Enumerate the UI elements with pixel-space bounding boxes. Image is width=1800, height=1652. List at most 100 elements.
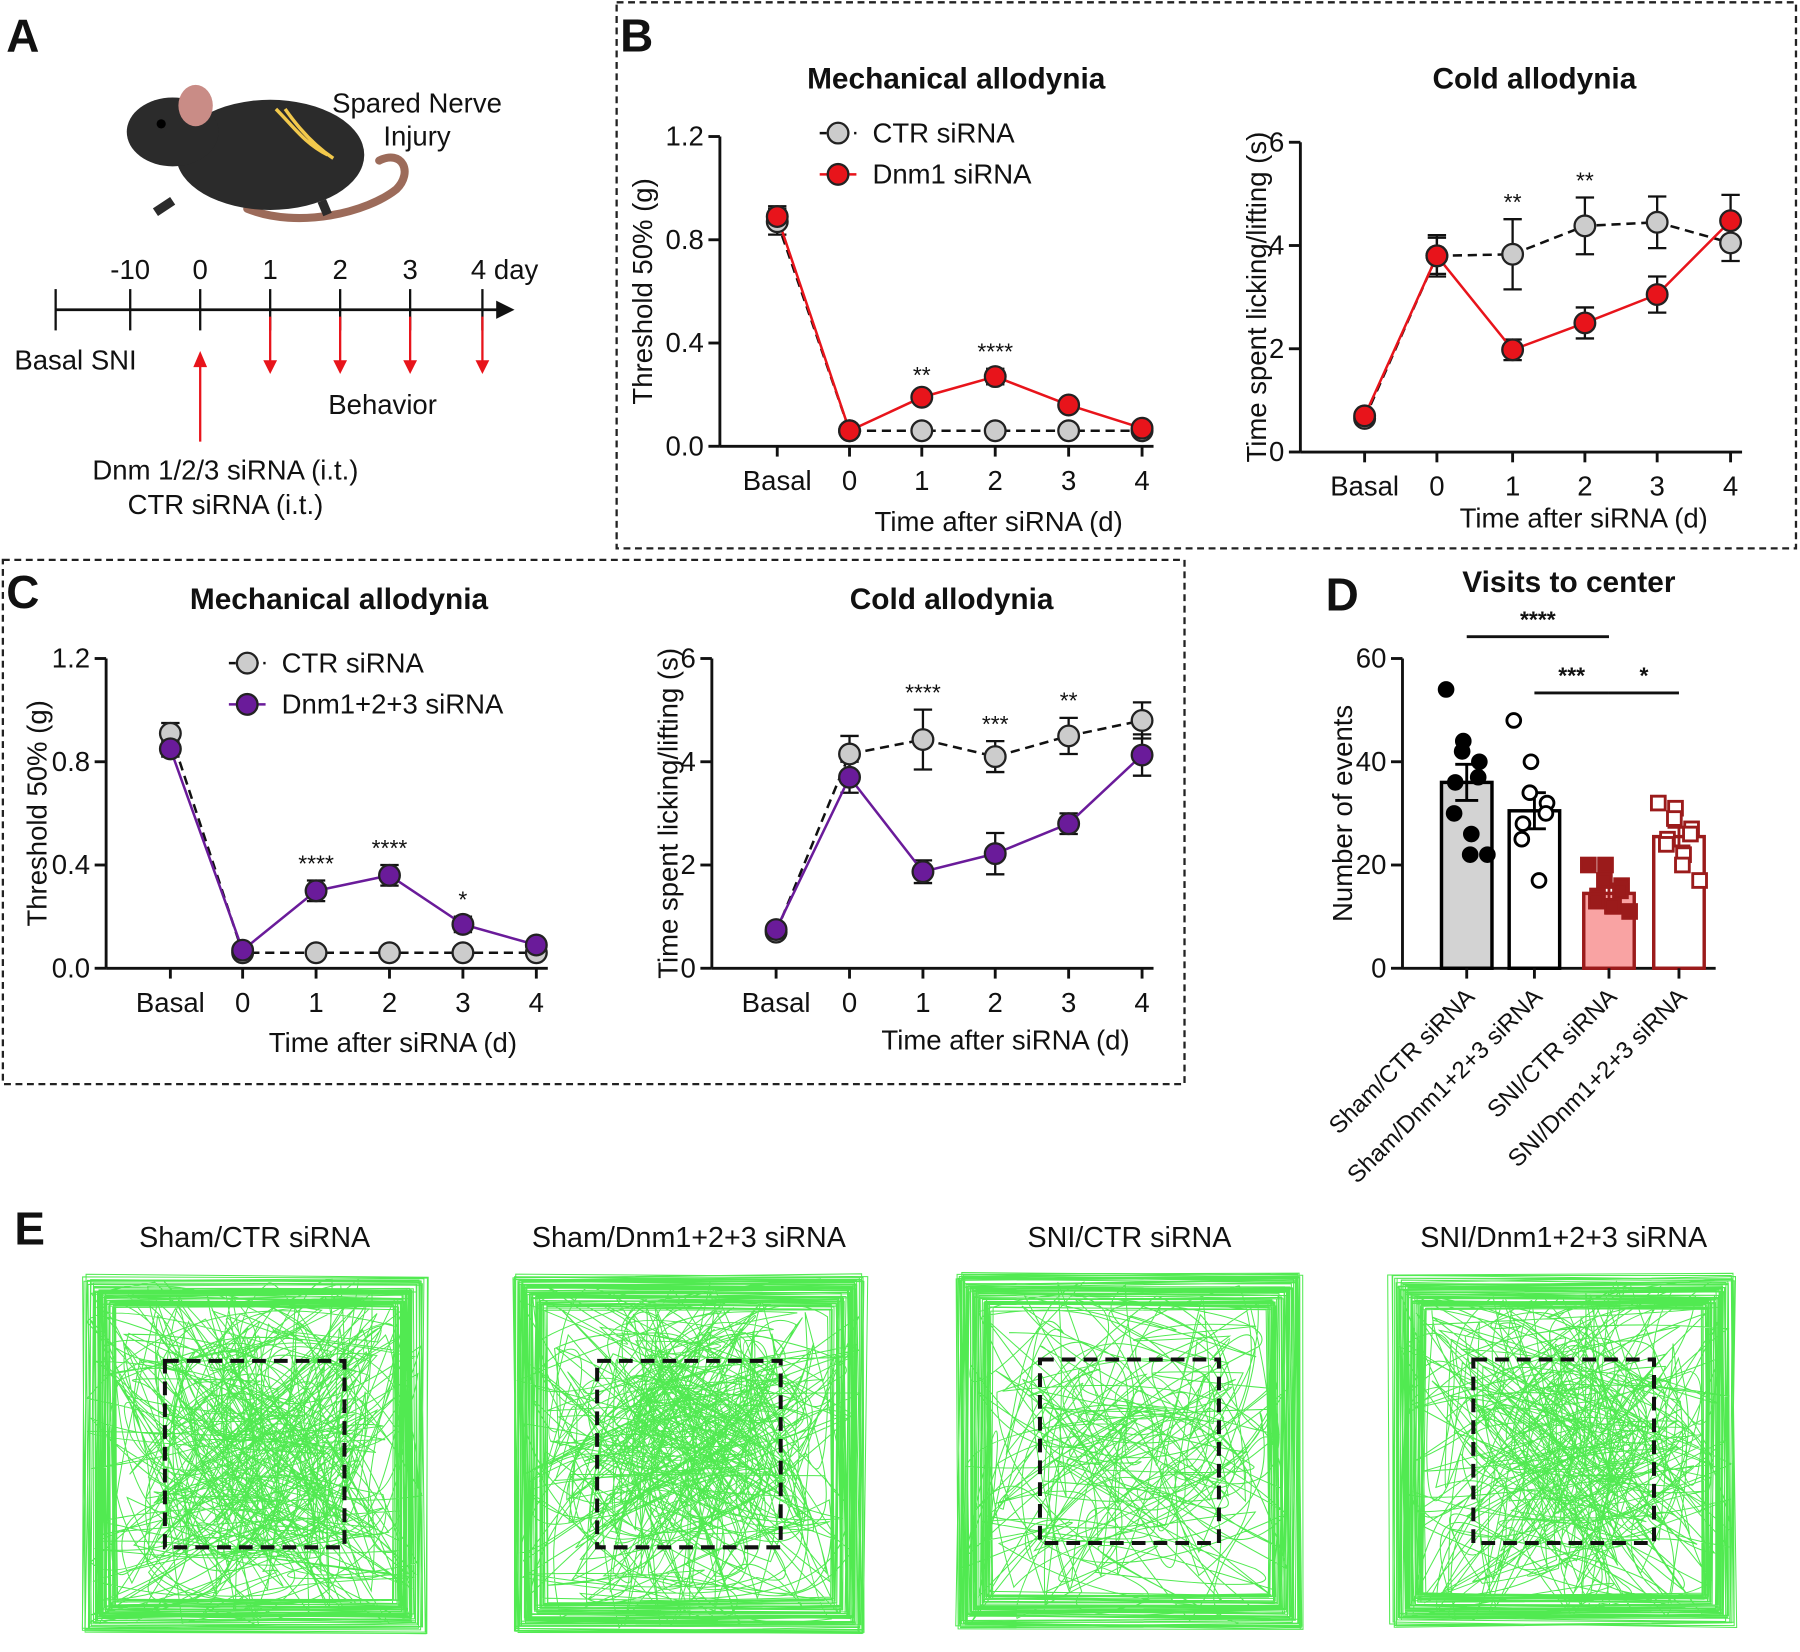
- marker: [1501, 242, 1525, 266]
- significance-label: ***: [1558, 663, 1585, 689]
- marker: [911, 728, 935, 752]
- x-axis-label: Time after siRNA (d): [1460, 503, 1708, 534]
- legend-marker: [826, 162, 850, 186]
- y-axis-label: Time spent licking/lifting (s): [1241, 132, 1272, 463]
- significance-label: *: [458, 886, 467, 912]
- y-tick-label: 40: [1356, 746, 1387, 777]
- series-line: [169, 748, 537, 953]
- marker: [451, 941, 475, 965]
- x-tick-label: 3: [455, 987, 470, 1018]
- mouse-illustration: [126, 84, 409, 223]
- data-point: [1588, 892, 1605, 910]
- data-point: [1445, 805, 1463, 822]
- timeline-tick-label: 4 day: [471, 254, 539, 285]
- marker: [158, 737, 182, 761]
- data-point: [1514, 815, 1532, 833]
- x-tick-label: 2: [988, 465, 1003, 496]
- panel-label: E: [14, 1203, 45, 1255]
- y-axis-label: Time spent licking/lifting (s): [652, 648, 683, 979]
- data-point: [1604, 897, 1621, 915]
- marker: [983, 419, 1007, 443]
- x-tick-label: Basal: [742, 987, 811, 1018]
- significance-label: ***: [982, 711, 1009, 737]
- series-line: [774, 719, 1143, 933]
- y-tick-label: 0: [1371, 952, 1386, 983]
- behavior-label: Behavior: [328, 389, 437, 420]
- track-title: Sham/Dnm1+2+3 siRNA: [532, 1222, 847, 1254]
- y-tick-label: 0.4: [666, 327, 704, 358]
- timeline-tick-label: 3: [402, 254, 417, 285]
- marker: [304, 941, 328, 965]
- marker: [1573, 214, 1597, 238]
- data-point: [1521, 784, 1539, 802]
- marker: [1057, 393, 1081, 417]
- marker: [983, 745, 1007, 769]
- data-point: [1446, 774, 1464, 791]
- marker: [764, 918, 788, 942]
- panel-label: C: [6, 566, 39, 618]
- chart-title: Mechanical allodynia: [807, 62, 1106, 95]
- series-line: [774, 754, 1143, 931]
- x-tick-label: 3: [1061, 465, 1076, 496]
- legend-marker: [235, 692, 259, 716]
- behavior-arrowhead: [403, 360, 418, 374]
- series-line: [776, 216, 1143, 433]
- treatment-label: CTR siRNA (i.t.): [128, 489, 324, 520]
- x-tick-label: 0: [842, 987, 857, 1018]
- data-point: [1469, 768, 1487, 786]
- marker: [1130, 708, 1154, 732]
- data-point: [1522, 753, 1540, 771]
- data-point: [1621, 903, 1638, 920]
- legend-label: Dnm1 siRNA: [872, 159, 1032, 190]
- data-point: [1513, 830, 1531, 848]
- marker: [1645, 283, 1669, 307]
- x-tick-label: 0: [1429, 471, 1444, 502]
- data-point: [1437, 681, 1455, 698]
- marker: [1130, 743, 1154, 767]
- marker: [910, 419, 934, 443]
- chart-title: Cold allodynia: [1433, 62, 1637, 95]
- panel-label: D: [1326, 568, 1359, 620]
- marker: [524, 933, 548, 957]
- legend-label: Dnm1+2+3 siRNA: [282, 689, 504, 720]
- x-axis-label: Time after siRNA (d): [269, 1027, 517, 1058]
- x-tick-label: 3: [1061, 987, 1076, 1018]
- significance-label: **: [913, 362, 931, 388]
- x-tick-label: 4: [1723, 471, 1738, 502]
- marker: [378, 941, 401, 965]
- legend-label: CTR siRNA: [872, 117, 1015, 148]
- significance-label: **: [1060, 688, 1078, 714]
- y-axis-label: Threshold 50% (g): [21, 700, 52, 926]
- x-tick-label: 0: [842, 465, 857, 496]
- data-point: [1537, 805, 1555, 822]
- data-point: [1462, 825, 1480, 843]
- data-point: [1658, 836, 1675, 853]
- y-tick-label: 4: [1269, 230, 1284, 261]
- x-tick-label: 1: [914, 465, 929, 496]
- marker: [983, 365, 1007, 389]
- data-point: [1612, 882, 1629, 900]
- marker: [1501, 338, 1525, 362]
- marker: [231, 938, 255, 962]
- significance-label: **: [1504, 189, 1522, 215]
- data-point: [1691, 872, 1708, 889]
- chart-title: Cold allodynia: [850, 583, 1054, 616]
- timeline-tick-label: 2: [332, 254, 347, 285]
- x-tick-label: 2: [1577, 471, 1592, 502]
- significance-label: ****: [905, 679, 941, 705]
- y-tick-label: 6: [1269, 126, 1284, 157]
- panel-label: B: [620, 10, 653, 62]
- marker: [983, 842, 1007, 866]
- injury-label: Spared Nerve: [332, 87, 502, 118]
- center-zone: [162, 1358, 347, 1550]
- timeline-tick-label: 1: [263, 254, 278, 285]
- series-line: [169, 732, 537, 955]
- series-line: [776, 221, 1143, 433]
- marker: [1057, 812, 1081, 836]
- y-tick-label: 0.4: [52, 849, 90, 880]
- data-point: [1682, 825, 1699, 843]
- data-point: [1461, 846, 1479, 863]
- track: [1387, 1272, 1738, 1628]
- marker: [838, 765, 861, 789]
